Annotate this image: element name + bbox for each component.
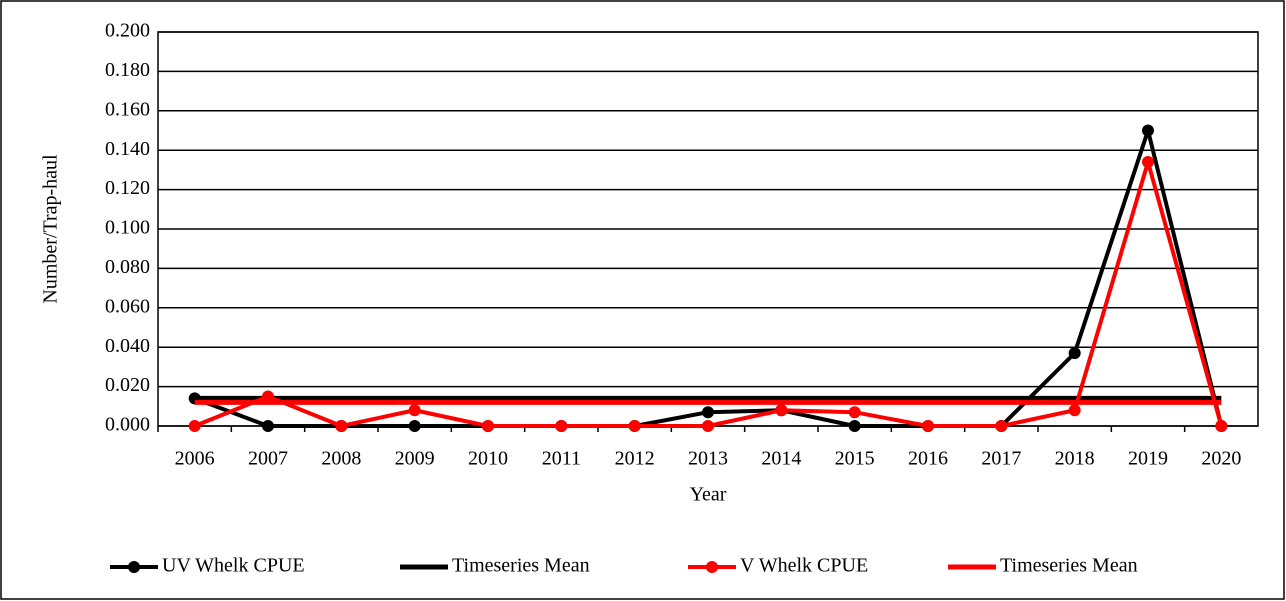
y-tick-label: 0.060 [105,295,150,317]
x-tick-label: 2017 [981,448,1021,470]
x-tick-label: 2008 [321,448,361,470]
y-tick-label: 0.120 [105,177,150,199]
data-point [408,404,421,417]
data-point [848,420,861,432]
y-tick-label: 0.020 [105,374,150,396]
legend-marker [128,561,140,573]
y-tick-label: 0.080 [105,256,150,278]
x-axis-label: Year [690,484,727,506]
y-tick-label: 0.100 [105,217,150,239]
series-line [193,128,1224,428]
x-tick-label: 2019 [1128,448,1168,470]
x-tick-label: 2015 [835,448,875,470]
data-point [262,390,274,403]
data-point [995,420,1008,432]
data-point [408,420,421,432]
data-point [335,420,348,432]
data-point [188,420,201,432]
data-point [1142,156,1154,169]
x-tick-label: 2014 [761,448,801,470]
x-tick-label: 2016 [908,448,948,470]
data-point [702,406,714,419]
data-point [1215,420,1228,432]
y-tick-label: 0.040 [105,335,150,357]
x-tick-label: 2013 [688,448,728,470]
x-tick-label: 2007 [248,448,288,470]
data-point [1068,404,1081,417]
y-tick-label: 0.180 [105,59,150,81]
x-tick-label: 2009 [395,448,435,470]
legend-marker [706,561,718,573]
x-tick-label: 2018 [1055,448,1095,470]
x-tick-label: 2012 [615,448,655,470]
y-axis-label: Number/Trap-haul [40,154,62,304]
y-tick-label: 0.000 [105,414,150,436]
data-point [702,420,714,432]
data-point [262,420,274,432]
data-point [922,420,934,432]
data-point [1142,124,1154,137]
legend-label: Timeseries Mean [1000,555,1138,577]
x-tick-label: 2006 [175,448,215,470]
data-point [1068,347,1081,360]
legend-label: Timeseries Mean [452,555,590,577]
y-tick-label: 0.200 [105,20,150,42]
data-point [555,420,568,432]
legend-label: V Whelk CPUE [740,555,868,577]
data-point [775,404,788,417]
data-point [482,420,494,432]
legend-label: UV Whelk CPUE [162,555,305,577]
y-tick-label: 0.160 [105,98,150,120]
x-tick-label: 2020 [1201,448,1241,470]
data-point [848,406,861,419]
data-point [628,420,641,432]
y-tick-label: 0.140 [105,138,150,160]
x-tick-label: 2010 [468,448,508,470]
x-tick-label: 2011 [542,448,581,470]
